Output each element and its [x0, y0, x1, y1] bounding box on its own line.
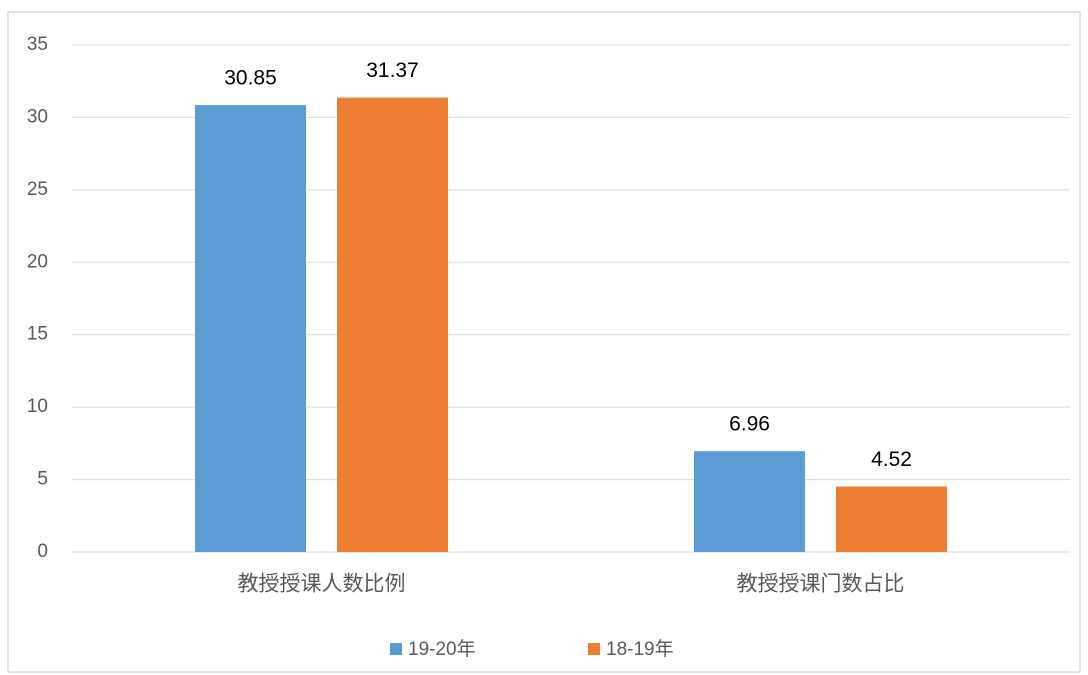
y-tick-label: 20 — [27, 251, 48, 272]
y-tick-label: 0 — [37, 541, 48, 562]
data-label: 6.96 — [729, 413, 770, 436]
legend-label: 19-20年 — [408, 638, 476, 660]
y-tick-label: 5 — [37, 469, 48, 490]
y-tick-label: 10 — [27, 396, 48, 417]
bar — [337, 97, 448, 553]
x-tick-label: 教授授课门数占比 — [737, 573, 905, 596]
bar — [836, 486, 947, 552]
x-tick-label: 教授授课人数比例 — [238, 573, 406, 596]
chart-frame — [7, 11, 1081, 673]
data-label: 30.85 — [224, 67, 277, 90]
y-tick-label: 30 — [27, 106, 48, 127]
legend-label: 18-19年 — [606, 638, 674, 660]
y-tick-label: 25 — [27, 179, 48, 200]
bar — [195, 105, 306, 552]
legend-swatch — [390, 643, 402, 655]
bar — [694, 451, 805, 552]
data-label: 4.52 — [871, 448, 912, 471]
legend-swatch — [588, 643, 600, 655]
y-tick-label: 15 — [27, 324, 48, 345]
y-tick-label: 35 — [27, 34, 48, 55]
data-label: 31.37 — [366, 59, 419, 82]
